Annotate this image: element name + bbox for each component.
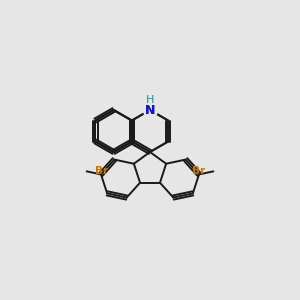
- Text: Br: Br: [192, 166, 206, 176]
- Text: N: N: [145, 103, 155, 116]
- Text: H: H: [146, 95, 154, 105]
- Text: Br: Br: [94, 166, 108, 176]
- Text: N: N: [145, 103, 155, 116]
